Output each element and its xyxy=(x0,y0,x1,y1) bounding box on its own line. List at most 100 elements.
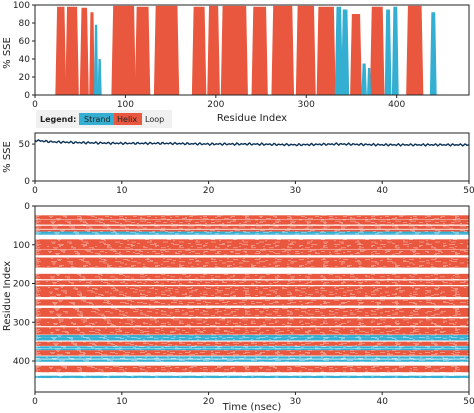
x-tick-label: 400 xyxy=(388,100,405,110)
y-tick-label: 0 xyxy=(24,202,30,212)
strand-segment xyxy=(391,6,399,95)
y-tick-label: 0 xyxy=(24,91,30,101)
helix-band xyxy=(35,215,469,220)
helix-band xyxy=(35,327,469,335)
helix-segment xyxy=(65,6,79,95)
x-tick-label: 10 xyxy=(116,397,128,407)
helix-band xyxy=(35,341,469,346)
strand-segment xyxy=(429,12,437,96)
y-axis-label: Residue Index xyxy=(2,261,13,331)
x-tick-label: 20 xyxy=(203,397,215,407)
x-tick-label: 300 xyxy=(298,100,315,110)
x-axis-label: Time (nsec) xyxy=(222,402,282,413)
strand-segment xyxy=(384,9,392,95)
helix-band xyxy=(35,257,469,268)
strand-segment xyxy=(367,68,372,95)
strand-band xyxy=(35,348,469,351)
sse-percent-over-time-chart: 0 10 20 30 40 50 0 50 % SSE xyxy=(2,132,474,196)
strand-band xyxy=(35,233,469,235)
helix-segment xyxy=(79,7,89,96)
helix-segment xyxy=(316,6,336,95)
plot-frame xyxy=(34,132,470,182)
helix-segment xyxy=(134,6,151,95)
helix-band xyxy=(35,219,469,225)
y-tick-label: 300 xyxy=(13,318,30,328)
axes: 0 10 20 30 40 50 0 100 200 300 400 xyxy=(13,202,474,407)
x-tick-label: 0 xyxy=(32,100,38,110)
helix-band xyxy=(35,299,469,306)
x-tick-label: 0 xyxy=(32,186,38,196)
x-tick-label: 100 xyxy=(117,100,134,110)
strand-segment xyxy=(334,6,343,95)
helix-segment xyxy=(251,6,268,95)
helix-band xyxy=(35,286,469,298)
strand-segment xyxy=(97,59,102,95)
helix-segment xyxy=(89,12,95,96)
helix-segment xyxy=(153,5,180,95)
helix-segment xyxy=(207,5,220,95)
sse-percent-by-residue-chart: 0 100 200 300 400 0 20 40 60 80 100 % SSE Residue … xyxy=(2,1,470,124)
y-tick-label: 60 xyxy=(19,37,31,47)
helix-band xyxy=(35,307,469,317)
sse-area-marks xyxy=(55,5,437,96)
legend-label-loop: Loop xyxy=(145,115,164,124)
strand-segment xyxy=(341,9,350,95)
x-axis-label: Residue Index xyxy=(217,113,287,124)
legend-swatch-helix xyxy=(114,113,142,125)
y-tick-label: 100 xyxy=(13,241,30,251)
helix-segment xyxy=(55,6,67,95)
legend-title: Legend: xyxy=(40,115,76,124)
legend-swatch-strand xyxy=(79,113,114,125)
y-tick-label: 20 xyxy=(19,73,31,83)
axes: 0 100 200 300 400 0 20 40 60 80 100 xyxy=(13,1,406,110)
helix-segment xyxy=(111,5,136,95)
helix-segment xyxy=(220,5,248,95)
strand-band xyxy=(35,356,469,359)
y-tick-label: 200 xyxy=(13,280,30,290)
helix-band xyxy=(35,225,469,229)
plot-frame xyxy=(34,4,470,96)
strand-segment xyxy=(93,24,99,95)
helix-band xyxy=(35,280,469,286)
x-tick-label: 200 xyxy=(207,100,224,110)
helix-band xyxy=(35,365,469,373)
helix-band xyxy=(35,350,469,356)
legend-label-strand: Strand xyxy=(84,115,111,124)
x-tick-label: 30 xyxy=(290,186,302,196)
y-axis-label: % SSE xyxy=(2,141,13,173)
helix-segment xyxy=(191,6,207,95)
legend-label-helix: Helix xyxy=(117,115,137,124)
x-tick-label: 50 xyxy=(463,397,474,407)
helix-segment xyxy=(406,5,424,95)
y-tick-label: 100 xyxy=(13,1,30,11)
strand-band xyxy=(35,346,469,349)
x-tick-label: 30 xyxy=(290,397,302,407)
helix-band xyxy=(35,229,469,232)
helix-band xyxy=(35,273,469,280)
y-tick-label: 0 xyxy=(24,177,30,187)
legend: Legend: Strand Helix Loop xyxy=(36,110,172,128)
plot-frame xyxy=(34,205,470,393)
strand-band xyxy=(35,335,469,338)
x-tick-label: 20 xyxy=(203,186,215,196)
x-tick-label: 40 xyxy=(376,186,388,196)
axes: 0 10 20 30 40 50 0 50 xyxy=(19,140,474,196)
strand-band xyxy=(35,337,469,341)
x-tick-label: 0 xyxy=(32,397,38,407)
y-tick-label: 80 xyxy=(19,19,31,29)
strand-segment xyxy=(361,63,367,95)
helix-segment xyxy=(271,5,295,95)
helix-band xyxy=(35,249,469,256)
helix-band xyxy=(35,239,469,250)
helix-segment xyxy=(350,14,362,95)
x-tick-label: 40 xyxy=(376,397,388,407)
y-tick-label: 50 xyxy=(19,140,31,150)
sse-time-series-line xyxy=(34,139,470,147)
y-axis-label: % SSE xyxy=(2,37,13,69)
x-tick-label: 10 xyxy=(116,186,128,196)
sse-timeline-heatmap: 0 10 20 30 40 50 0 100 200 300 400 Residue Index T… xyxy=(2,202,474,413)
heatmap-bands xyxy=(35,205,469,392)
helix-segment xyxy=(295,5,316,95)
helix-segment xyxy=(369,6,385,95)
